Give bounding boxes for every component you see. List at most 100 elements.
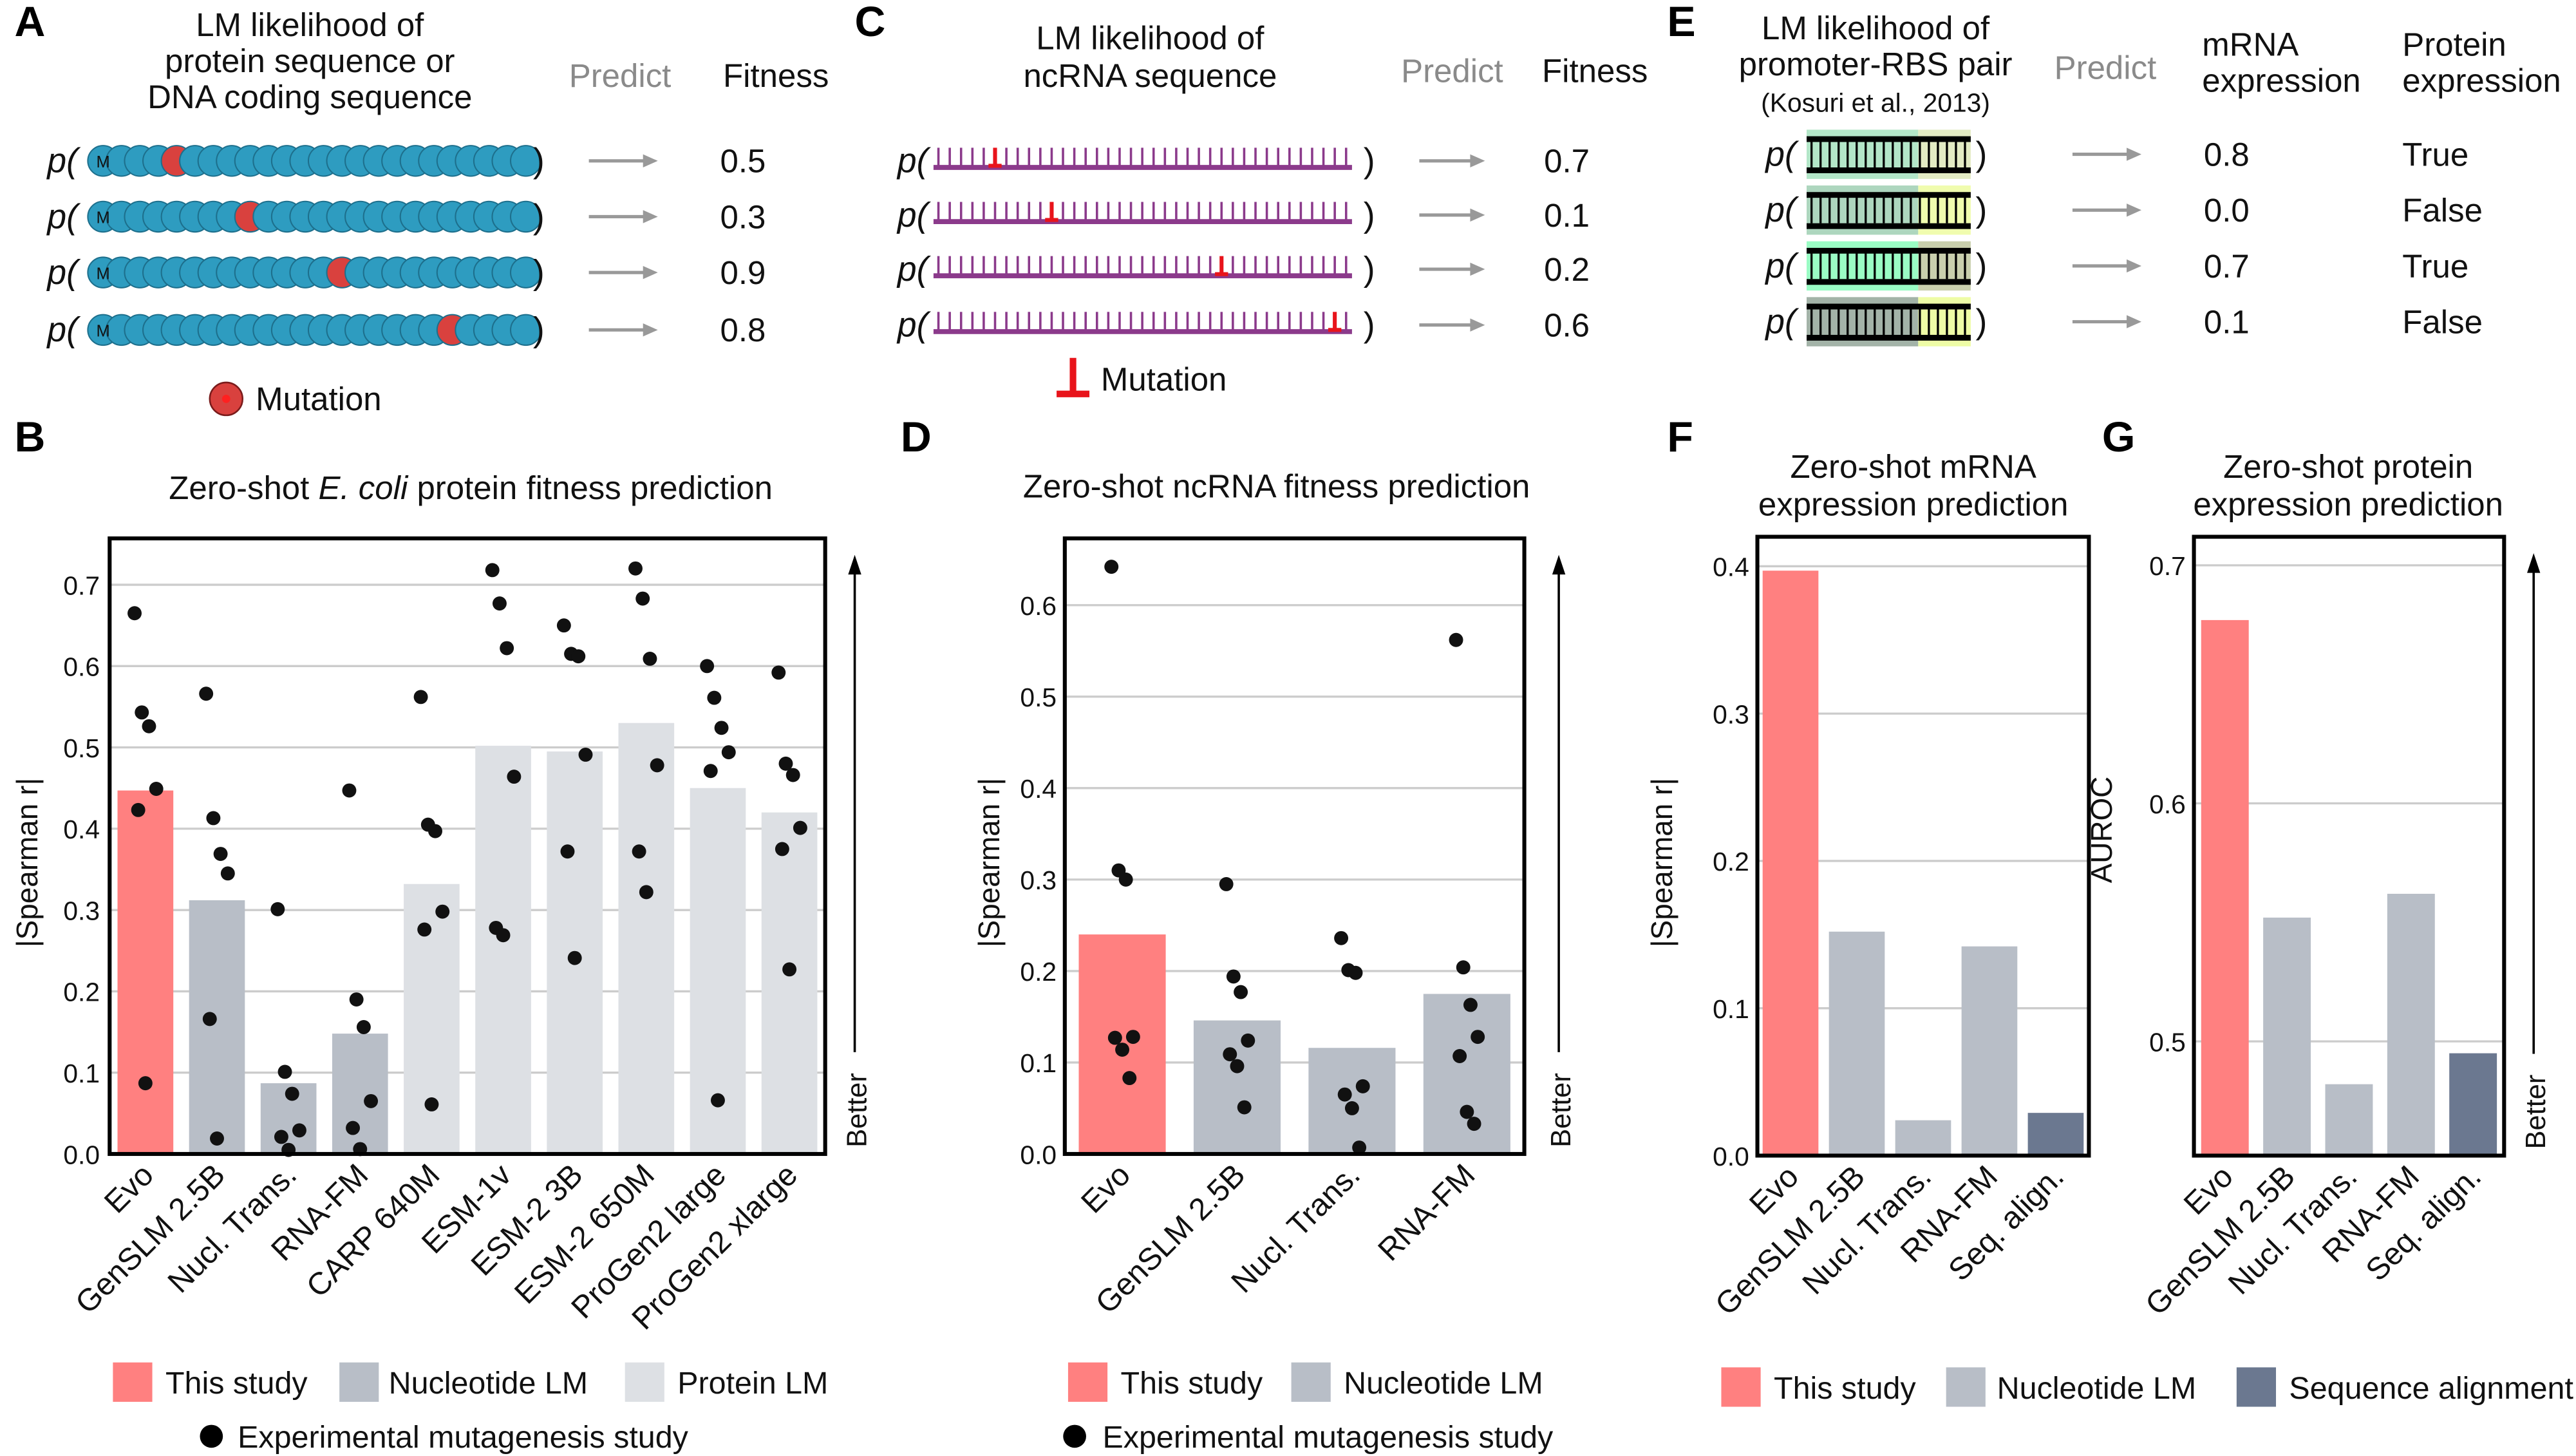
data-point bbox=[356, 1020, 371, 1034]
legend-b: This study Nucleotide LM Protein LM Experim… bbox=[113, 1362, 828, 1455]
data-point bbox=[567, 950, 582, 965]
y-tick-label: 0.3 bbox=[63, 896, 100, 925]
data-point bbox=[1471, 1030, 1485, 1045]
data-point bbox=[628, 561, 643, 576]
data-point bbox=[413, 690, 428, 704]
chart-title: Zero-shot E. coli protein fitness predic… bbox=[169, 469, 773, 506]
data-point bbox=[142, 719, 156, 733]
dna-strand-top bbox=[1806, 192, 1971, 198]
panel-letter: D bbox=[901, 413, 932, 461]
data-point bbox=[138, 1076, 153, 1091]
residue-bead bbox=[509, 200, 542, 233]
promoter-rbs-row: p() 0.8 True bbox=[1764, 129, 2468, 179]
mrna-value: 0.7 bbox=[2204, 248, 2250, 285]
p-open: p( bbox=[46, 142, 81, 180]
legend-label: Protein LM bbox=[677, 1366, 828, 1401]
bar-genslm-2-5b bbox=[1193, 1020, 1281, 1154]
data-point bbox=[127, 606, 142, 621]
data-point bbox=[571, 649, 586, 664]
dna-strand-bottom bbox=[1806, 335, 1971, 341]
p-open: p( bbox=[1764, 191, 1800, 229]
data-point bbox=[1226, 969, 1241, 984]
chart-title-line: Zero-shot protein bbox=[2223, 448, 2473, 485]
arrow-up-icon bbox=[1552, 554, 1566, 575]
y-axis-label: |Spearman r| bbox=[10, 778, 44, 948]
arrow-right-icon bbox=[588, 265, 658, 279]
plot-frame bbox=[1062, 536, 1527, 1157]
data-point bbox=[428, 824, 442, 838]
bar-progen2-large bbox=[690, 788, 746, 1154]
arrow-right-icon bbox=[588, 154, 658, 168]
data-point bbox=[578, 748, 593, 762]
fitness-header: Fitness bbox=[1542, 52, 1648, 89]
data-point bbox=[274, 1130, 288, 1144]
data-point bbox=[1125, 1030, 1140, 1045]
ncrna-row: p() 0.7 bbox=[896, 142, 1590, 180]
legend-fg: This study Nucleotide LM Sequence alignmen… bbox=[1721, 1367, 2573, 1407]
data-point bbox=[632, 844, 646, 859]
data-point bbox=[1107, 1030, 1122, 1045]
y-tick-label: 0.1 bbox=[63, 1059, 100, 1088]
bar-seq-align- bbox=[2449, 1053, 2497, 1156]
data-point bbox=[1453, 1049, 1467, 1063]
data-point bbox=[711, 1093, 725, 1108]
ncrna-row: p() 0.1 bbox=[896, 196, 1590, 234]
start-methionine-label: M bbox=[96, 209, 109, 227]
chart-title-line: Zero-shot mRNA bbox=[1791, 448, 2036, 485]
panel-letter: E bbox=[1667, 0, 1695, 46]
dna-strand-bottom bbox=[1806, 167, 1971, 173]
p-close: ) bbox=[1976, 303, 1988, 341]
data-point bbox=[435, 904, 450, 919]
panel-letter: B bbox=[14, 413, 45, 461]
fitness-value: 0.5 bbox=[720, 143, 766, 180]
data-point bbox=[721, 745, 736, 760]
swatch-this-study bbox=[1721, 1367, 1761, 1407]
data-point bbox=[1456, 960, 1471, 975]
data-point bbox=[500, 641, 514, 656]
bar-esm-1v bbox=[475, 746, 531, 1154]
p-open: p( bbox=[1764, 303, 1800, 341]
y-tick-label: 0.7 bbox=[63, 571, 100, 600]
data-point bbox=[1344, 1101, 1359, 1115]
p-close: ) bbox=[533, 311, 545, 349]
mrna-value: 0.1 bbox=[2204, 303, 2250, 340]
panel-e-title-line: LM likelihood of bbox=[1762, 10, 1990, 46]
y-axis-label: |Spearman r| bbox=[972, 778, 1006, 948]
data-point bbox=[131, 802, 146, 817]
p-open: p( bbox=[1764, 247, 1800, 285]
data-point bbox=[793, 820, 807, 835]
data-point bbox=[785, 768, 800, 782]
mutation-icon-center bbox=[221, 395, 230, 403]
swatch-this-study bbox=[113, 1362, 153, 1402]
arrow-right-icon bbox=[588, 323, 658, 337]
fitness-value: 0.8 bbox=[720, 312, 766, 348]
data-point bbox=[206, 811, 221, 826]
legend-label: Nucleotide LM bbox=[1344, 1366, 1543, 1401]
panel-letter: G bbox=[2102, 413, 2136, 461]
y-axis-label: |Spearman r| bbox=[1645, 778, 1678, 948]
p-open: p( bbox=[1764, 135, 1800, 173]
data-point bbox=[1460, 1104, 1474, 1119]
data-point bbox=[485, 563, 500, 578]
arrow-right-icon bbox=[2072, 203, 2142, 217]
y-tick-label: 0.2 bbox=[1713, 847, 1749, 876]
protein-row: p(M) 0.3 bbox=[46, 198, 766, 236]
bar-carp-640m bbox=[404, 884, 460, 1154]
plot-frame bbox=[1755, 534, 2091, 1158]
data-point bbox=[643, 652, 657, 666]
bar-rna-fm bbox=[1423, 994, 1510, 1154]
p-open: p( bbox=[896, 142, 932, 180]
data-point bbox=[1463, 997, 1478, 1012]
residue-bead bbox=[509, 145, 542, 177]
protein-value: False bbox=[2402, 192, 2483, 229]
dna-strand-bottom bbox=[1806, 223, 1971, 229]
protein-row: p(M) 0.8 bbox=[46, 311, 766, 349]
panel-c-title-line: LM likelihood of bbox=[1036, 19, 1264, 56]
data-point bbox=[556, 618, 571, 633]
bar-nucl-trans- bbox=[1895, 1120, 1951, 1156]
bar-genslm-2-5b bbox=[2263, 917, 2311, 1156]
arrow-right-icon bbox=[2072, 315, 2142, 328]
data-point bbox=[1223, 1047, 1237, 1062]
data-point bbox=[1219, 877, 1234, 891]
